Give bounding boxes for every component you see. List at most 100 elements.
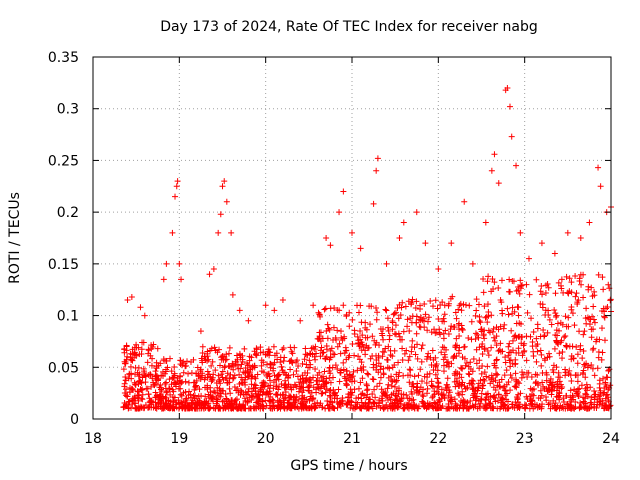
data-point	[318, 390, 325, 397]
data-point	[358, 359, 365, 366]
data-point	[312, 356, 319, 363]
data-point	[467, 398, 474, 405]
data-point	[534, 348, 541, 355]
data-point	[475, 334, 482, 341]
data-point	[595, 271, 602, 278]
data-point	[157, 360, 164, 367]
data-point	[156, 393, 163, 400]
data-point	[557, 319, 564, 326]
data-point	[478, 328, 485, 335]
data-point	[393, 331, 400, 338]
data-point	[300, 378, 307, 385]
data-point	[556, 396, 563, 403]
data-point	[288, 404, 295, 411]
data-point	[273, 391, 280, 398]
data-point	[488, 344, 495, 351]
y-tick-label: 0.3	[57, 102, 79, 118]
data-point	[363, 342, 370, 349]
data-point	[155, 375, 162, 382]
data-point	[507, 387, 514, 394]
data-point	[385, 381, 392, 388]
data-point	[285, 383, 292, 390]
data-point	[365, 404, 372, 411]
data-point	[509, 403, 516, 410]
data-point	[419, 342, 426, 349]
data-point	[559, 355, 566, 362]
data-point	[484, 348, 491, 355]
data-point	[513, 378, 520, 385]
data-point	[145, 391, 152, 398]
data-point	[577, 346, 584, 353]
data-point	[497, 405, 504, 412]
data-point	[552, 331, 559, 338]
data-point	[264, 372, 271, 379]
data-point	[434, 399, 441, 406]
data-point	[163, 395, 170, 402]
data-point	[337, 350, 344, 357]
data-point	[400, 328, 407, 335]
data-point	[563, 273, 570, 280]
data-point	[446, 387, 453, 394]
data-point	[331, 351, 338, 358]
data-point	[148, 345, 155, 352]
data-point	[428, 382, 435, 389]
data-point	[322, 389, 329, 396]
data-point	[511, 383, 518, 390]
data-point	[163, 389, 170, 396]
data-point	[588, 361, 595, 368]
data-point	[530, 352, 537, 359]
data-point	[469, 368, 476, 375]
data-point	[199, 359, 206, 366]
data-point	[469, 260, 476, 267]
data-point	[603, 404, 610, 411]
data-point	[542, 311, 549, 318]
data-point	[588, 326, 595, 333]
data-point	[340, 359, 347, 366]
data-point	[172, 193, 179, 200]
data-point	[534, 341, 541, 348]
data-point	[373, 167, 380, 174]
data-point	[270, 379, 277, 386]
data-point	[572, 293, 579, 300]
data-point	[195, 393, 202, 400]
data-point	[522, 401, 529, 408]
data-point	[432, 363, 439, 370]
data-point	[478, 390, 485, 397]
data-point	[399, 356, 406, 363]
data-point	[355, 385, 362, 392]
x-tick-label: 19	[170, 431, 188, 447]
data-point	[576, 328, 583, 335]
data-point	[306, 375, 313, 382]
data-point	[238, 361, 245, 368]
data-point	[586, 219, 593, 226]
data-point	[364, 391, 371, 398]
data-point	[357, 405, 364, 412]
data-point	[313, 350, 320, 357]
data-point	[221, 364, 228, 371]
x-axis-label: GPS time / hours	[290, 458, 407, 474]
data-point	[424, 318, 431, 325]
data-point	[255, 403, 262, 410]
data-point	[211, 344, 218, 351]
data-point	[287, 394, 294, 401]
data-point	[551, 307, 558, 314]
data-point	[294, 373, 301, 380]
data-point	[546, 353, 553, 360]
data-point	[513, 384, 520, 391]
data-point	[435, 390, 442, 397]
data-point	[600, 390, 607, 397]
data-point	[323, 346, 330, 353]
data-point	[127, 404, 134, 411]
data-point	[398, 391, 405, 398]
data-point	[413, 319, 420, 326]
data-point	[321, 306, 328, 313]
data-point	[207, 373, 214, 380]
data-point	[532, 371, 539, 378]
data-point	[413, 313, 420, 320]
data-point	[229, 375, 236, 382]
data-point	[410, 396, 417, 403]
data-point	[594, 365, 601, 372]
data-point	[457, 402, 464, 409]
data-point	[367, 396, 374, 403]
data-point	[463, 359, 470, 366]
